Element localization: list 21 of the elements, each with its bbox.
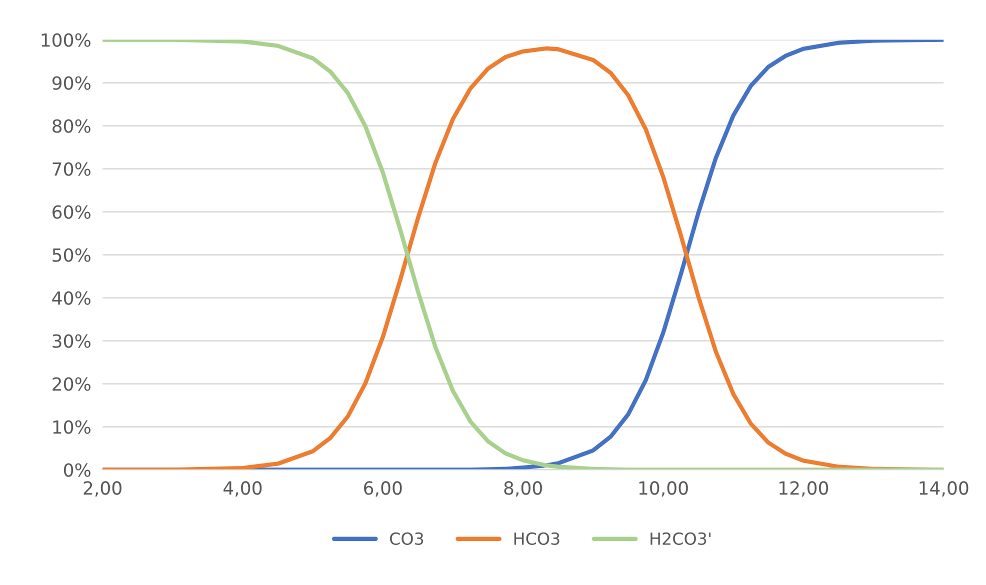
x-tick-label: 10,00: [639, 481, 688, 497]
y-tick-label: 30%: [52, 334, 90, 348]
legend-label: H2CO3': [650, 532, 710, 545]
y-tick-label: 0%: [64, 463, 90, 477]
y-tick-label: 10%: [53, 420, 90, 434]
legend-label: HCO3: [514, 532, 560, 545]
y-tick-label: 20%: [52, 377, 90, 391]
x-tick-label: 8,00: [504, 481, 542, 497]
y-tick-label: 70%: [52, 162, 90, 176]
y-tick-label: 60%: [52, 205, 90, 219]
y-tick-label: 40%: [52, 291, 90, 305]
y-tick-label: 100%: [42, 33, 90, 47]
x-tick-label: 14,00: [920, 481, 968, 497]
x-tick-label: 2,00: [84, 481, 122, 497]
legend-label: CO3: [390, 532, 424, 545]
x-tick-label: 4,00: [224, 481, 262, 497]
x-tick-label: 12,00: [780, 481, 828, 497]
x-tick-label: 6,00: [364, 481, 402, 497]
y-tick-label: 80%: [52, 119, 90, 133]
y-tick-label: 90%: [52, 76, 90, 90]
y-tick-label: 50%: [52, 248, 90, 262]
